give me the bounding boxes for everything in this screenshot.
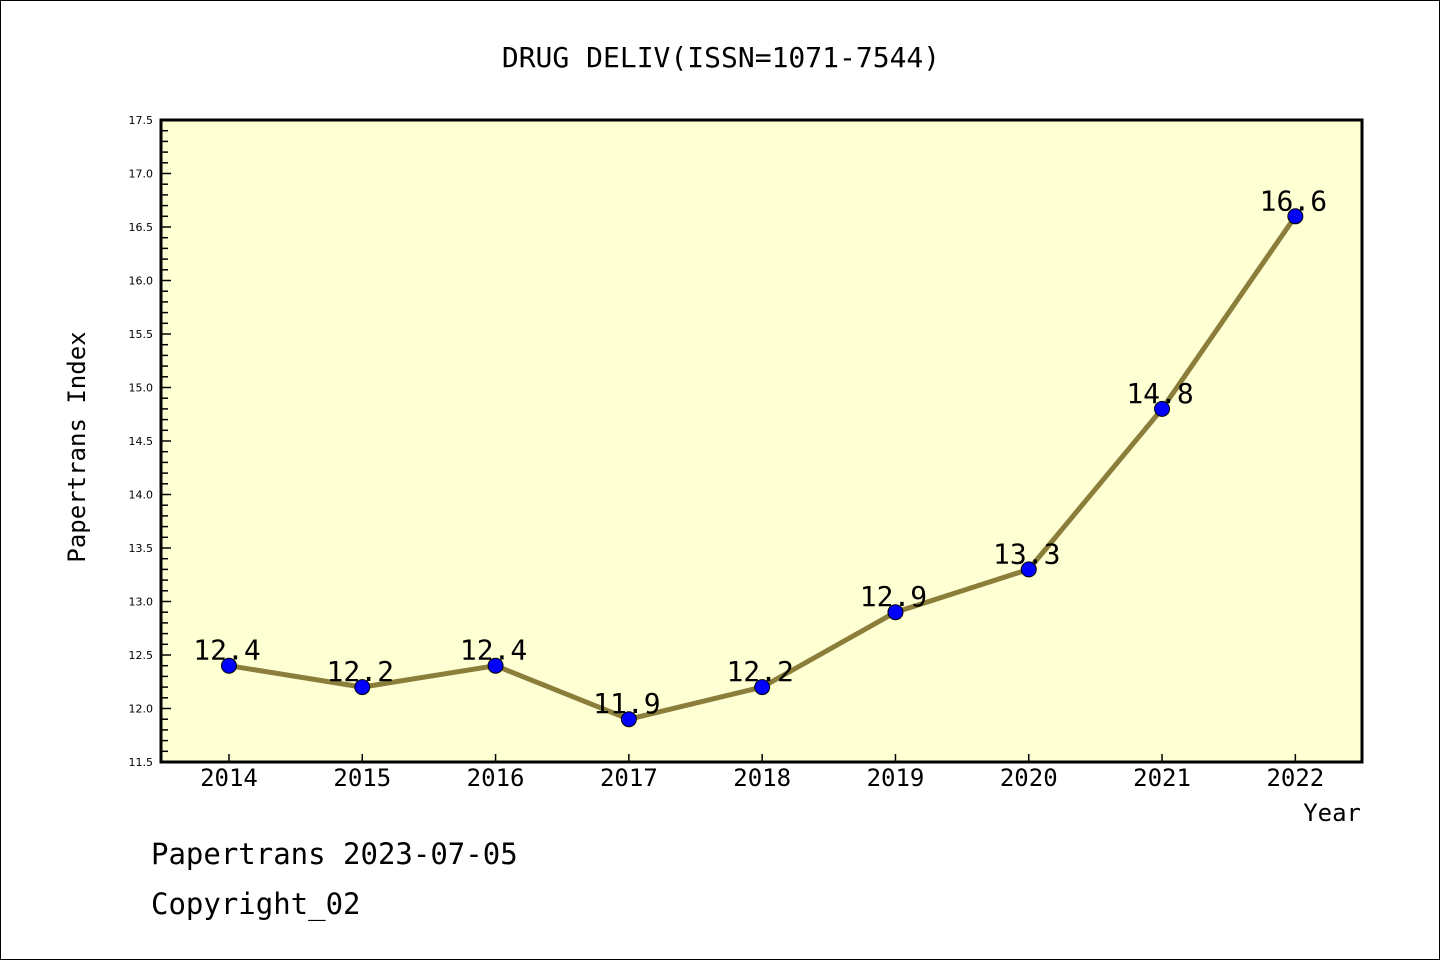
x-tick-label: 2017	[600, 764, 658, 792]
x-tick-label: 2019	[867, 764, 925, 792]
x-tick-label: 2022	[1266, 764, 1324, 792]
y-tick-label: 12.5	[129, 649, 154, 662]
data-label: 16.6	[1260, 184, 1327, 217]
plot-border	[159, 118, 1364, 764]
x-tick-label: 2014	[200, 764, 258, 792]
data-label: 12.2	[327, 655, 394, 688]
data-point	[620, 711, 637, 728]
data-point	[354, 679, 371, 696]
x-tick-label: 2015	[333, 764, 391, 792]
y-tick-label: 17.0	[129, 168, 154, 181]
x-tick-label: 2021	[1133, 764, 1191, 792]
y-tick-label: 14.0	[129, 489, 154, 502]
y-tick-label: 13.0	[129, 596, 154, 609]
y-tick-label: 17.5	[129, 114, 154, 127]
data-point	[887, 604, 904, 621]
data-label: 14.8	[1126, 377, 1193, 410]
y-axis-label: Papertrans Index	[63, 331, 91, 562]
y-tick-label: 16.5	[129, 221, 154, 234]
y-tick-label: 11.5	[129, 756, 154, 769]
x-axis-label: Year	[1303, 799, 1361, 827]
data-label: 11.9	[593, 687, 660, 720]
data-point	[487, 657, 504, 674]
data-point	[1154, 400, 1171, 417]
y-tick-label: 12.0	[129, 703, 154, 716]
x-tick-label: 2020	[1000, 764, 1058, 792]
data-point	[220, 657, 237, 674]
data-label: 12.4	[460, 634, 527, 667]
data-point	[754, 679, 771, 696]
x-tick-label: 2016	[467, 764, 525, 792]
data-label: 12.9	[860, 580, 927, 613]
data-label: 12.2	[726, 655, 793, 688]
y-tick-label: 16.0	[129, 275, 154, 288]
data-point	[1020, 561, 1037, 578]
chart-title: DRUG DELIV(ISSN=1071-7544)	[502, 41, 940, 74]
plot-area	[161, 120, 1362, 762]
footer-copyright: Copyright_02	[151, 887, 361, 922]
y-tick-label: 13.5	[129, 542, 154, 555]
y-tick-label: 15.5	[129, 328, 154, 341]
y-tick-label: 15.0	[129, 382, 154, 395]
y-tick-label: 14.5	[129, 435, 154, 448]
x-tick-label: 2018	[733, 764, 791, 792]
data-point	[1287, 208, 1304, 225]
footer-date: Papertrans 2023-07-05	[151, 837, 518, 871]
data-label: 12.4	[193, 634, 260, 667]
data-label: 13.3	[993, 537, 1060, 570]
